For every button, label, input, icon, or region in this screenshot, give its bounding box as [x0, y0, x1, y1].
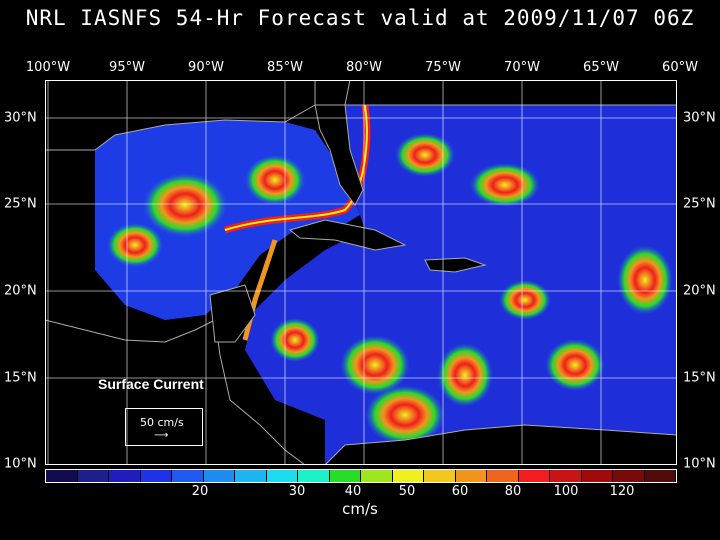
- colorbar-tick: 120: [609, 484, 635, 499]
- colorbar-swatch: [487, 470, 519, 482]
- lat-label-right: 20°N: [683, 283, 716, 299]
- lat-label-right: 10°N: [683, 456, 716, 472]
- lon-label: 80°W: [346, 60, 382, 75]
- lat-label-right: 30°N: [683, 110, 716, 126]
- colorbar-tick: 60: [451, 484, 469, 499]
- field-label: Surface Current: [98, 376, 204, 392]
- lon-label: 90°W: [188, 60, 224, 75]
- colorbar-swatch: [361, 470, 393, 482]
- reference-arrow-icon: ⟶: [154, 430, 169, 441]
- lon-label: 75°W: [425, 60, 461, 75]
- colorbar-swatch: [77, 470, 109, 482]
- colorbar-swatch: [298, 470, 330, 482]
- lat-label-left: 20°N: [4, 283, 37, 299]
- colorbar-swatch: [613, 470, 645, 482]
- lat-label-right: 15°N: [683, 370, 716, 386]
- colorbar-swatch: [424, 470, 456, 482]
- lon-label: 95°W: [109, 60, 145, 75]
- lon-label: 70°W: [504, 60, 540, 75]
- colorbar-tick: 30: [288, 484, 306, 499]
- reference-vector-label: 50 cm/s: [140, 416, 184, 429]
- colorbar-swatch: [140, 470, 172, 482]
- colorbar-swatch: [172, 470, 204, 482]
- current-features: [107, 104, 673, 445]
- colorbar-tick: 50: [398, 484, 416, 499]
- lat-label-left: 15°N: [4, 370, 37, 386]
- lon-label: 60°W: [662, 60, 698, 75]
- lat-label-right: 25°N: [683, 196, 716, 212]
- lat-label-left: 30°N: [4, 110, 37, 126]
- hispaniola: [424, 257, 487, 273]
- colorbar: [45, 469, 677, 483]
- north-america: [45, 80, 677, 151]
- current-speed-map: [45, 80, 677, 465]
- colorbar-swatch: [203, 470, 235, 482]
- colorbar-tick: 20: [191, 484, 209, 499]
- map-title: NRL IASNFS 54-Hr Forecast valid at 2009/…: [25, 6, 695, 30]
- cuba: [288, 219, 407, 251]
- colorbar-swatch: [266, 470, 298, 482]
- colorbar-swatch: [518, 470, 550, 482]
- lat-label-left: 25°N: [4, 196, 37, 212]
- graticule: [45, 80, 677, 465]
- landmasses: [45, 80, 677, 465]
- colorbar-swatch: [329, 470, 361, 482]
- lon-label: 85°W: [267, 60, 303, 75]
- colorbar-tick: 40: [344, 484, 362, 499]
- colorbar-swatch: [392, 470, 424, 482]
- lon-label: 65°W: [583, 60, 619, 75]
- colorbar-unit: cm/s: [342, 500, 378, 518]
- colorbar-swatch: [235, 470, 267, 482]
- florida: [314, 104, 364, 206]
- reference-vector-box: 50 cm/s ⟶: [125, 408, 203, 446]
- yucatan: [209, 284, 256, 343]
- lat-label-left: 10°N: [4, 456, 37, 472]
- central-america: [45, 319, 306, 465]
- colorbar-tick: 80: [504, 484, 522, 499]
- colorbar-tick: 100: [553, 484, 579, 499]
- colorbar-swatch: [581, 470, 613, 482]
- colorbar-swatch: [455, 470, 487, 482]
- colorbar-swatch: [109, 470, 141, 482]
- south-america: [324, 424, 677, 465]
- colorbar-swatch: [644, 470, 676, 482]
- colorbar-swatch: [46, 470, 78, 482]
- colorbar-swatch: [550, 470, 582, 482]
- lon-label: 100°W: [25, 60, 71, 75]
